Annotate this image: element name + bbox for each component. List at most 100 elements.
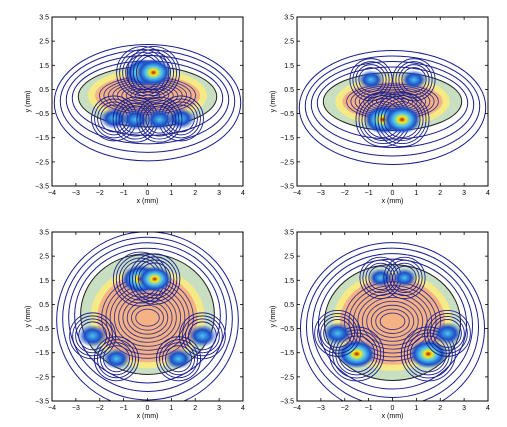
hotspot xyxy=(432,322,463,345)
hotspot-contour xyxy=(320,315,355,351)
hotspot xyxy=(337,339,376,369)
y-tick-label: −1.5 xyxy=(35,350,49,357)
hotspot xyxy=(358,70,384,90)
outer-contour-line xyxy=(74,247,221,384)
x-tick-label: 1 xyxy=(169,190,173,197)
outer-contour-line xyxy=(310,61,475,148)
inner-contour-line xyxy=(118,292,177,343)
x-tick-label: −1 xyxy=(120,190,128,197)
hotspot xyxy=(137,266,172,293)
y-tick-label: 1.5 xyxy=(284,278,294,285)
x-tick-label: 1 xyxy=(169,405,173,412)
inner-contour-line xyxy=(135,308,160,327)
hotspot-contour xyxy=(142,102,177,137)
hotspot-contour xyxy=(132,51,175,94)
outer-contour-line xyxy=(298,50,487,165)
x-tick-label: 2 xyxy=(438,190,442,197)
x-tick-label: 4 xyxy=(241,190,245,197)
hotspot xyxy=(383,105,421,135)
y-axis-label: y (mm) xyxy=(270,91,277,113)
outer-contour-line xyxy=(299,242,486,401)
hotspot-contour xyxy=(129,48,178,97)
hotspot-contour xyxy=(132,256,178,302)
x-tick-label: −1 xyxy=(365,405,373,412)
y-axis-label: y (mm) xyxy=(270,306,277,328)
hotspot xyxy=(166,107,196,130)
x-tick-label: 1 xyxy=(414,405,418,412)
hotspot-contour xyxy=(380,98,424,142)
hotspot-contour xyxy=(355,64,387,96)
hotspot-contour xyxy=(406,332,450,376)
x-tick-label: −3 xyxy=(72,405,80,412)
x-axis-label: x (mm) xyxy=(382,198,404,205)
x-tick-label: −2 xyxy=(96,405,104,412)
hotspot-contour xyxy=(126,45,181,100)
x-tick-label: 4 xyxy=(486,405,490,412)
hotspot xyxy=(187,324,218,347)
x-tick-label: −1 xyxy=(120,405,128,412)
hotspot xyxy=(322,322,353,345)
outer-contour-line xyxy=(305,247,480,401)
hotspot-contour xyxy=(135,259,175,299)
hotspot-contour xyxy=(332,329,382,379)
plot-area xyxy=(56,232,239,401)
hotspot-contour xyxy=(314,309,361,357)
y-tick-label: −1.5 xyxy=(280,350,294,357)
y-tick-label: −2.5 xyxy=(280,159,294,166)
outer-contour-line xyxy=(317,258,468,390)
x-axis-label: x (mm) xyxy=(137,198,159,205)
hotspot-contour xyxy=(139,99,180,140)
y-tick-label: 0.5 xyxy=(284,87,294,94)
y-tick-label: −3.5 xyxy=(280,399,294,406)
hotspot-contour xyxy=(389,262,420,294)
y-tick-label: 2.5 xyxy=(39,39,49,46)
hotspot xyxy=(77,324,108,347)
y-tick-label: −3.5 xyxy=(35,184,49,191)
y-axis-label: y (mm) xyxy=(25,91,32,113)
hotspot xyxy=(135,58,172,87)
x-tick-label: −3 xyxy=(317,190,325,197)
inner-contour-line xyxy=(125,87,170,104)
x-tick-label: 2 xyxy=(438,405,442,412)
x-tick-label: 0 xyxy=(391,190,395,197)
x-axis-label: x (mm) xyxy=(382,413,404,420)
outer-contour-line xyxy=(56,232,239,401)
hotspot xyxy=(164,348,193,370)
x-tick-label: 3 xyxy=(462,190,466,197)
inner-contour-line xyxy=(375,308,410,334)
x-tick-label: −4 xyxy=(293,190,301,197)
y-tick-label: −0.5 xyxy=(35,111,49,118)
hotspot-contour xyxy=(96,339,136,379)
hotspot-contour xyxy=(75,318,110,354)
hotspot-contour xyxy=(395,61,433,99)
hotspot-contour xyxy=(185,318,220,354)
outer-contour-line xyxy=(316,66,469,140)
hotspot xyxy=(368,268,393,288)
y-tick-label: 1.5 xyxy=(39,278,49,285)
x-tick-label: 2 xyxy=(193,405,197,412)
hotspot-contour xyxy=(352,61,390,99)
outer-contour-line xyxy=(53,43,242,162)
hotspot-contour xyxy=(427,312,468,354)
plot-area xyxy=(298,50,487,165)
contour-panel-bottom-right: −4 −3 −2 −1 0 1 2 3 4 −3.5 −2.5 −1.5 −0.5 0.5 1.5 2.5 3.… xyxy=(270,230,490,421)
x-tick-label: 3 xyxy=(462,405,466,412)
x-tick-label: −4 xyxy=(293,405,301,412)
outer-contour-line xyxy=(311,253,474,398)
x-tick-label: −4 xyxy=(48,190,56,197)
inner-contour-line xyxy=(376,95,409,108)
inner-contour-line xyxy=(126,300,169,335)
outer-contour-line xyxy=(68,242,227,392)
hotspot-contour xyxy=(383,256,426,300)
x-tick-label: 0 xyxy=(146,405,150,412)
y-tick-label: 0.5 xyxy=(284,302,294,309)
hotspot-contour xyxy=(424,309,471,357)
hotspot-contour xyxy=(317,312,358,354)
x-tick-label: 0 xyxy=(146,190,150,197)
hotspot-contour xyxy=(377,95,427,145)
y-tick-label: 3.5 xyxy=(39,230,49,237)
y-tick-label: 2.5 xyxy=(284,39,294,46)
y-tick-label: −2.5 xyxy=(35,374,49,381)
hotspot-contour xyxy=(374,92,430,148)
